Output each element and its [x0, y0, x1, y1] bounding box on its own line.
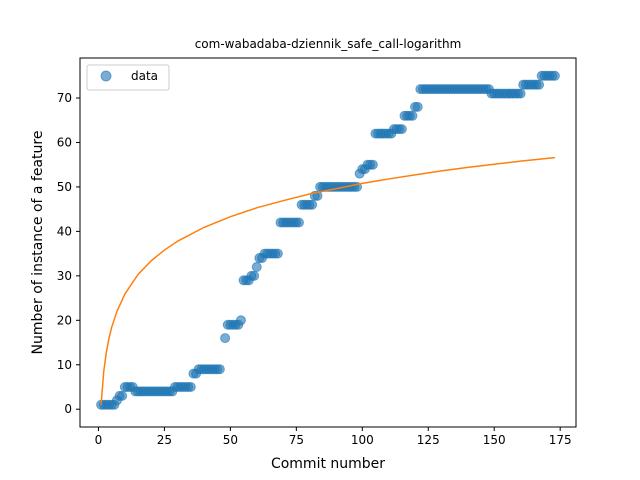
y-tick-label: 70: [57, 91, 72, 105]
x-tick-label: 125: [417, 433, 440, 447]
data-point: [272, 248, 283, 259]
chart-title: com-wabadaba-dziennik_safe_call-logarith…: [195, 37, 462, 51]
data-point: [220, 333, 231, 344]
x-tick-label: 0: [95, 433, 103, 447]
axes-frame: [79, 57, 577, 428]
data-point: [515, 88, 526, 99]
data-point: [293, 217, 304, 228]
data-point: [185, 381, 196, 392]
data-point: [396, 124, 407, 135]
data-point: [214, 364, 225, 375]
data-point: [407, 110, 418, 121]
x-tick-label: 100: [351, 433, 374, 447]
data-point: [412, 101, 423, 112]
x-axis-title: Commit number: [271, 456, 385, 472]
y-tick-label: 50: [57, 180, 72, 194]
data-point: [235, 315, 246, 326]
data-point: [534, 79, 545, 90]
data-point: [249, 270, 260, 281]
data-point: [117, 390, 128, 401]
x-tick-label: 175: [549, 433, 572, 447]
data-point: [367, 159, 378, 170]
data-point: [307, 199, 318, 210]
x-tick-label: 75: [289, 433, 304, 447]
y-tick-label: 40: [57, 224, 72, 238]
y-axis-title: Number of instance of a feature: [30, 131, 46, 355]
x-tick-label: 50: [223, 433, 238, 447]
y-tick-label: 10: [57, 358, 72, 372]
y-tick-label: 20: [57, 313, 72, 327]
x-tick-label: 150: [483, 433, 506, 447]
data-point: [251, 261, 262, 272]
legend: data: [86, 64, 170, 91]
plot-area: [96, 70, 560, 410]
data-point: [549, 70, 560, 81]
y-tick-label: 60: [57, 135, 72, 149]
y-tick-label: 30: [57, 269, 72, 283]
legend-label-data: data: [131, 69, 158, 83]
legend-marker-data: [100, 70, 112, 82]
y-tick-label: 0: [64, 402, 72, 416]
x-tick-label: 25: [157, 433, 172, 447]
fit-line: [100, 156, 555, 405]
